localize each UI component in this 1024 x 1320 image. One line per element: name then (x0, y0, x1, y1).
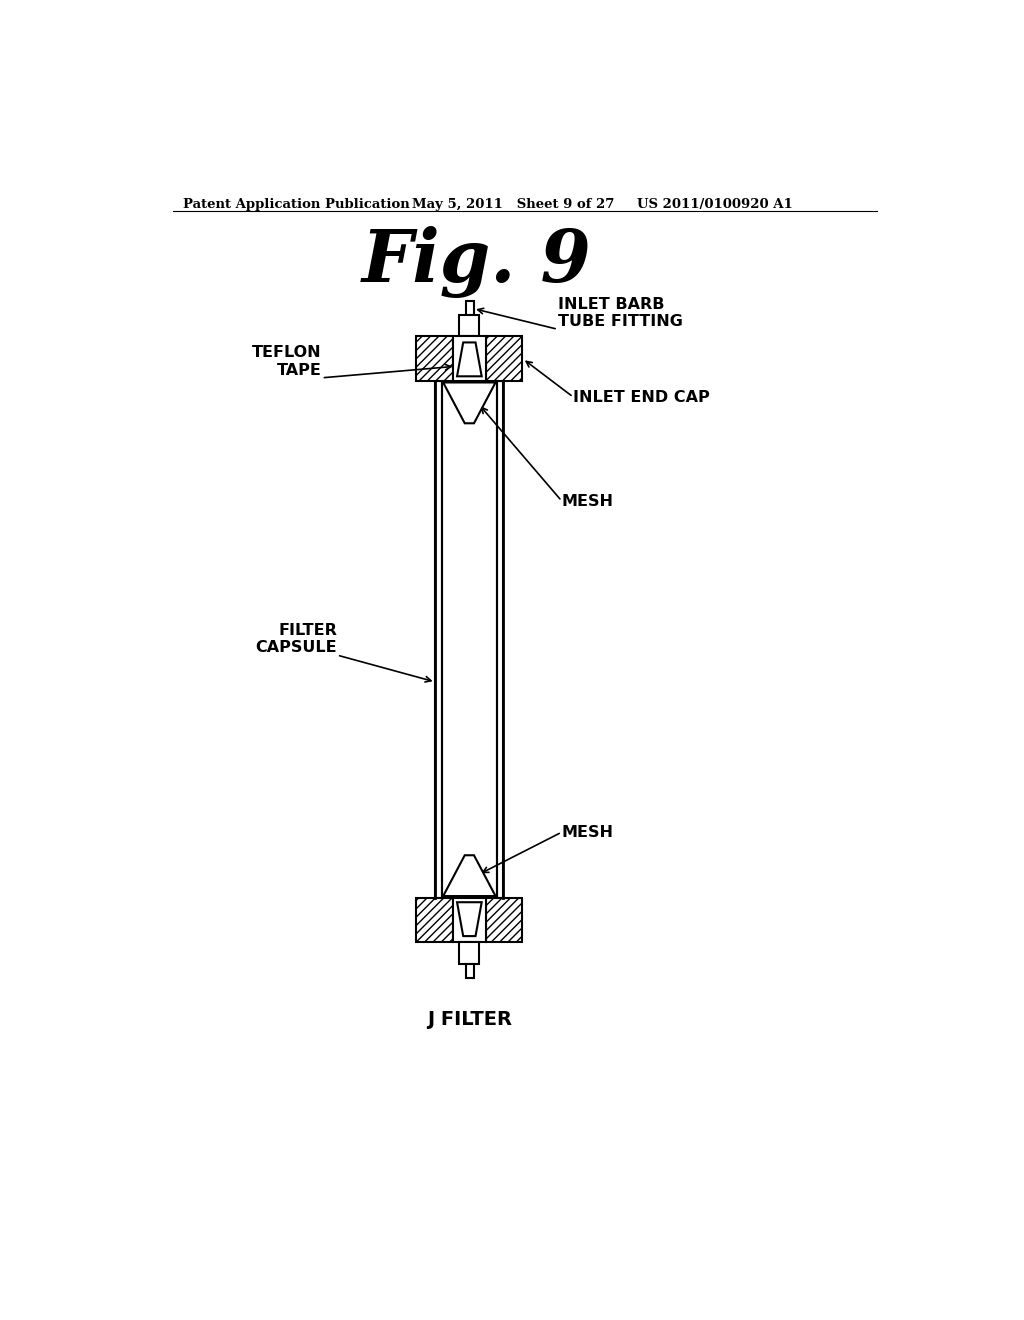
Polygon shape (457, 342, 481, 376)
Bar (454, 337, 485, 381)
Bar (454, 898, 485, 942)
Text: MESH: MESH (562, 825, 613, 840)
Text: FILTER
CAPSULE: FILTER CAPSULE (255, 623, 337, 655)
Text: INLET END CAP: INLET END CAP (573, 389, 710, 405)
Bar (416, 898, 454, 942)
Text: MESH: MESH (562, 494, 613, 508)
Bar (497, 381, 503, 898)
Bar (466, 964, 474, 978)
Bar (466, 301, 474, 314)
Polygon shape (443, 383, 496, 424)
Polygon shape (457, 903, 481, 936)
Text: Fig. 9: Fig. 9 (361, 226, 591, 298)
Text: TEFLON
TAPE: TEFLON TAPE (252, 346, 322, 378)
Bar (416, 337, 454, 381)
Bar (485, 898, 522, 942)
Text: Patent Application Publication: Patent Application Publication (183, 198, 410, 211)
Polygon shape (443, 855, 496, 896)
Bar (435, 381, 441, 898)
Bar (460, 942, 479, 964)
Text: May 5, 2011   Sheet 9 of 27: May 5, 2011 Sheet 9 of 27 (412, 198, 614, 211)
Text: INLET BARB
TUBE FITTING: INLET BARB TUBE FITTING (558, 297, 683, 330)
Text: J FILTER: J FILTER (427, 1010, 512, 1028)
Bar (485, 337, 522, 381)
Text: US 2011/0100920 A1: US 2011/0100920 A1 (637, 198, 793, 211)
Bar (460, 314, 479, 337)
